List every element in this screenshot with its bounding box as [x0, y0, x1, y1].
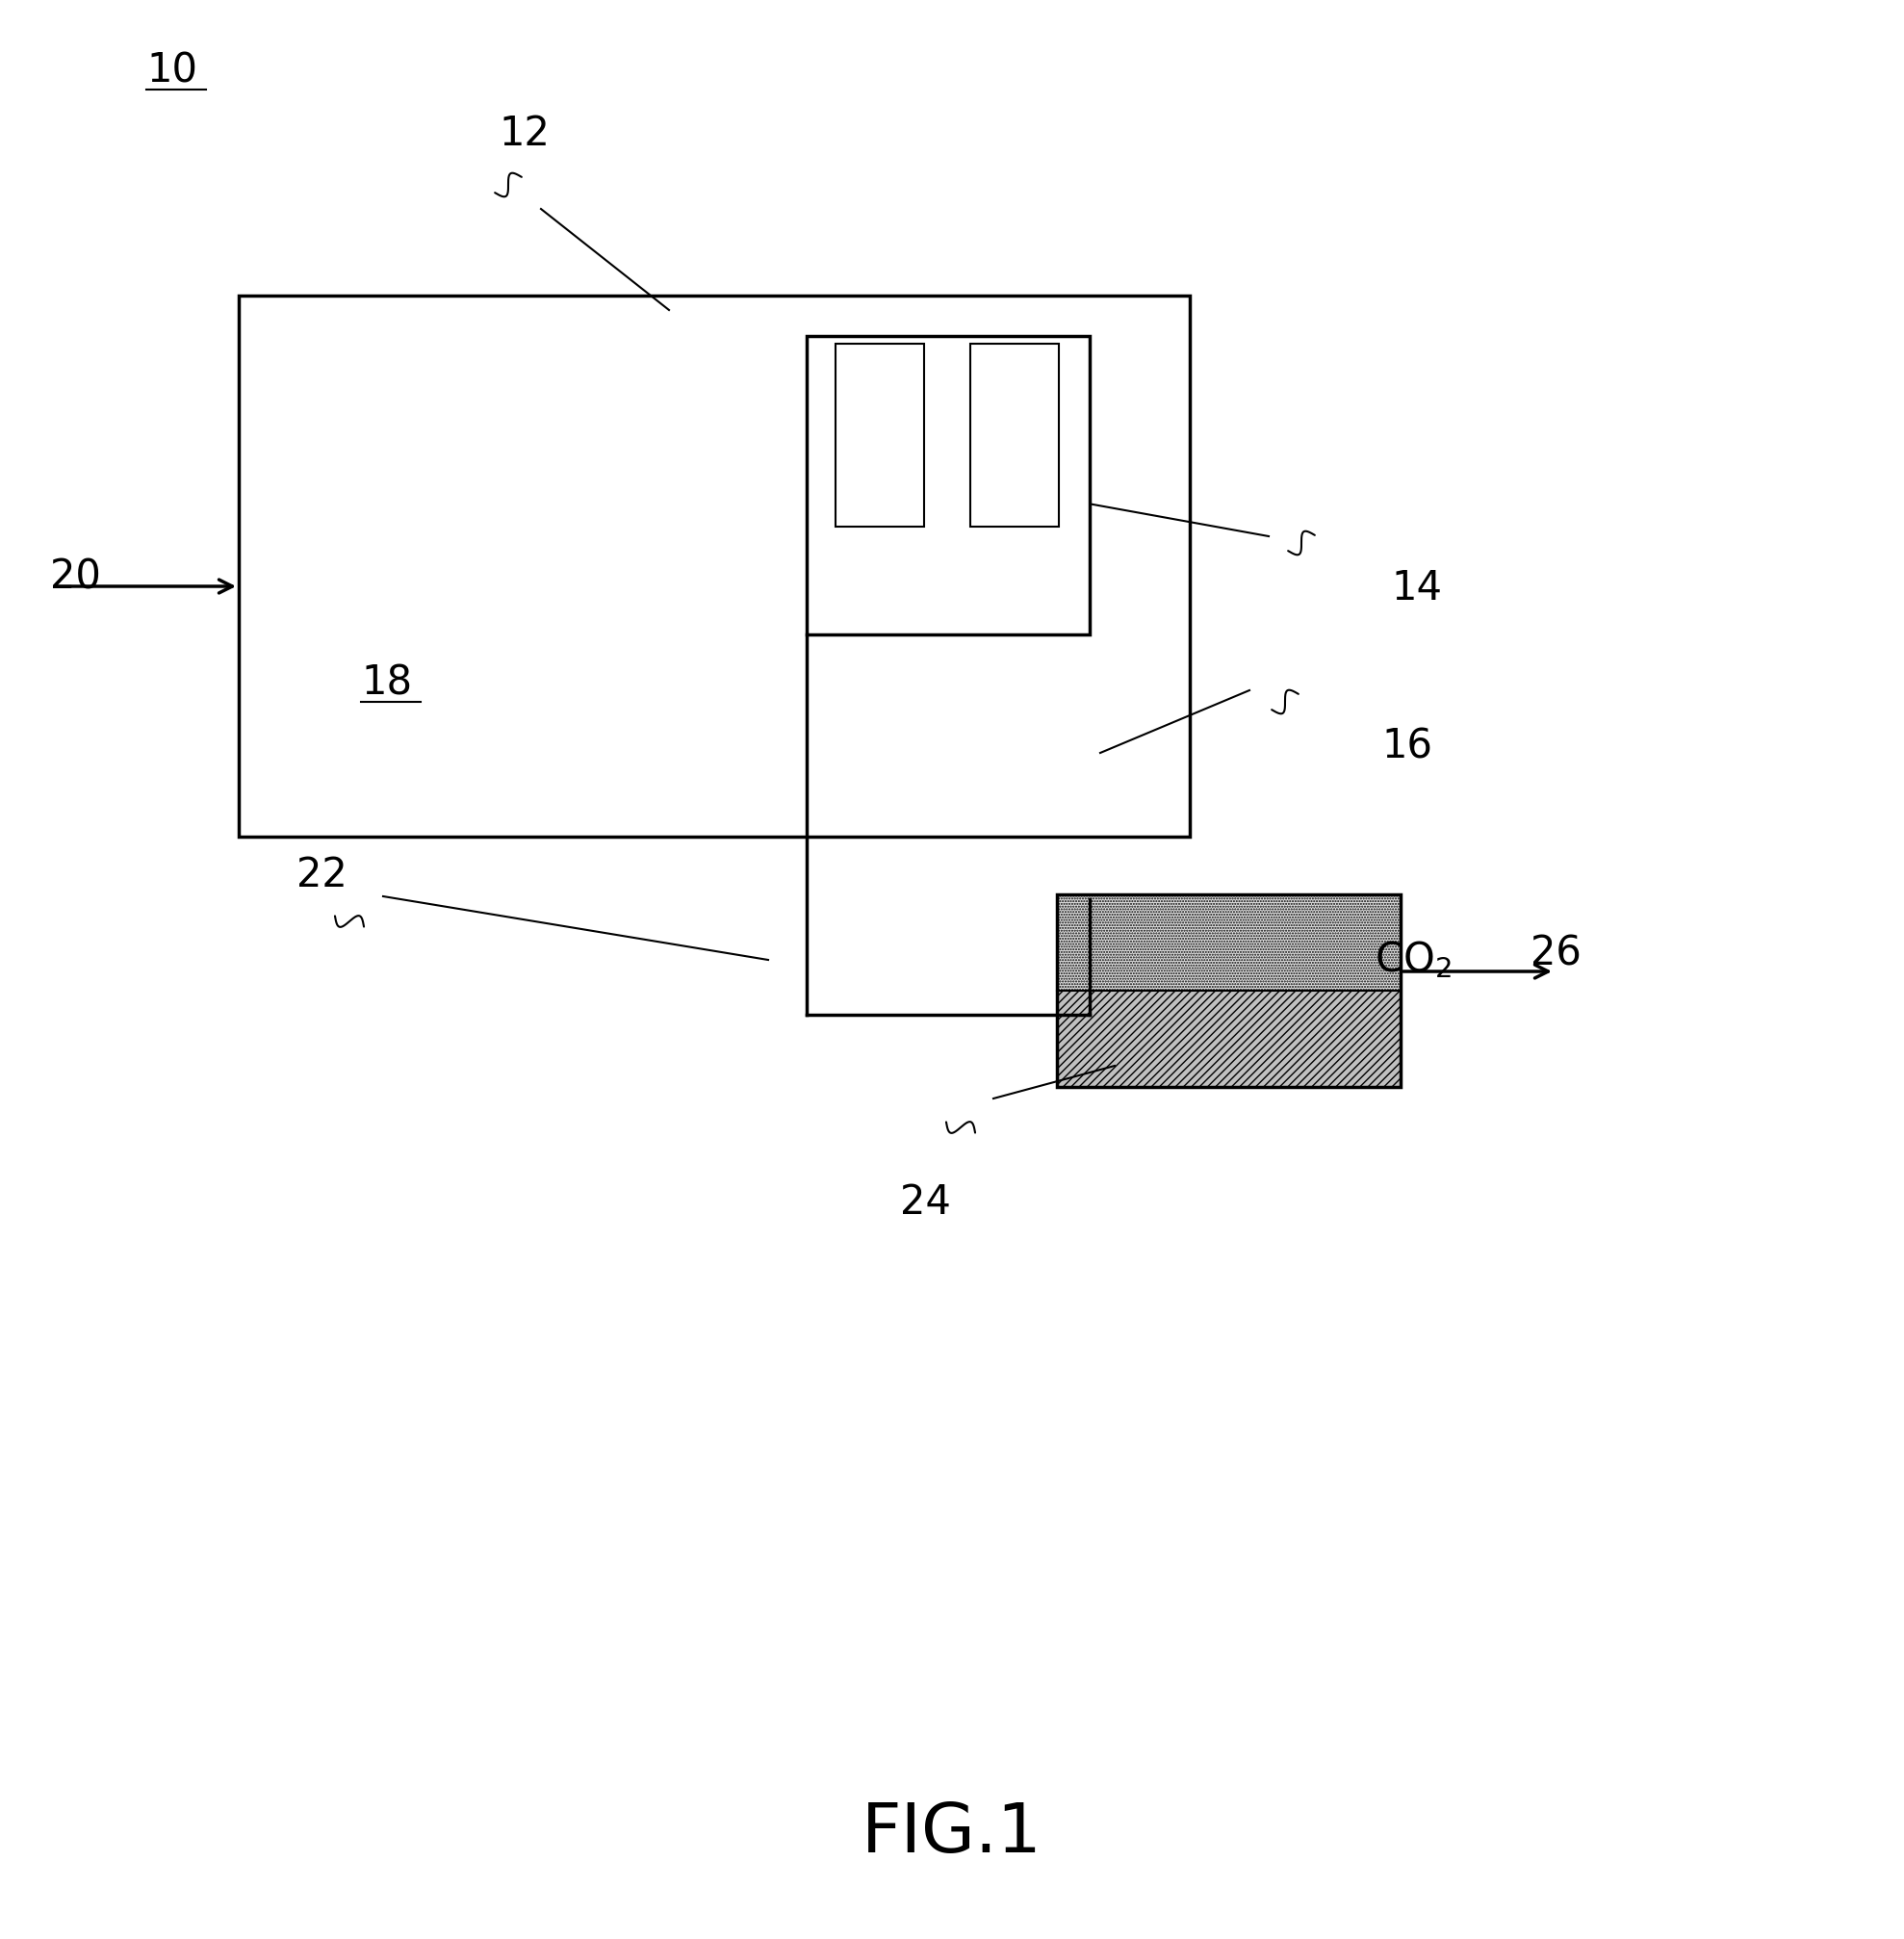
Text: 20: 20: [50, 556, 101, 597]
Bar: [1057, 991, 1401, 1088]
Bar: [1057, 896, 1401, 1088]
Text: 12: 12: [499, 114, 550, 153]
Text: 10: 10: [147, 50, 198, 91]
Bar: [836, 345, 923, 527]
Text: 26: 26: [1531, 933, 1582, 973]
Bar: [807, 337, 1089, 636]
Text: 18: 18: [362, 661, 411, 702]
Text: FIG.1: FIG.1: [863, 1799, 1041, 1865]
Bar: [238, 297, 1190, 838]
Text: 16: 16: [1380, 727, 1432, 768]
Bar: [1057, 896, 1401, 991]
Text: CO$_2$: CO$_2$: [1375, 938, 1451, 979]
Text: 22: 22: [297, 855, 347, 896]
Text: 24: 24: [901, 1181, 950, 1222]
Bar: [971, 345, 1059, 527]
Text: 14: 14: [1392, 568, 1441, 609]
